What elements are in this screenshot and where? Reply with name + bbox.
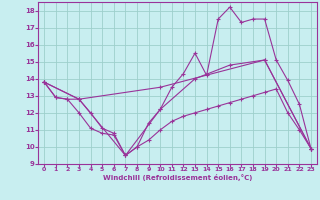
X-axis label: Windchill (Refroidissement éolien,°C): Windchill (Refroidissement éolien,°C) (103, 174, 252, 181)
